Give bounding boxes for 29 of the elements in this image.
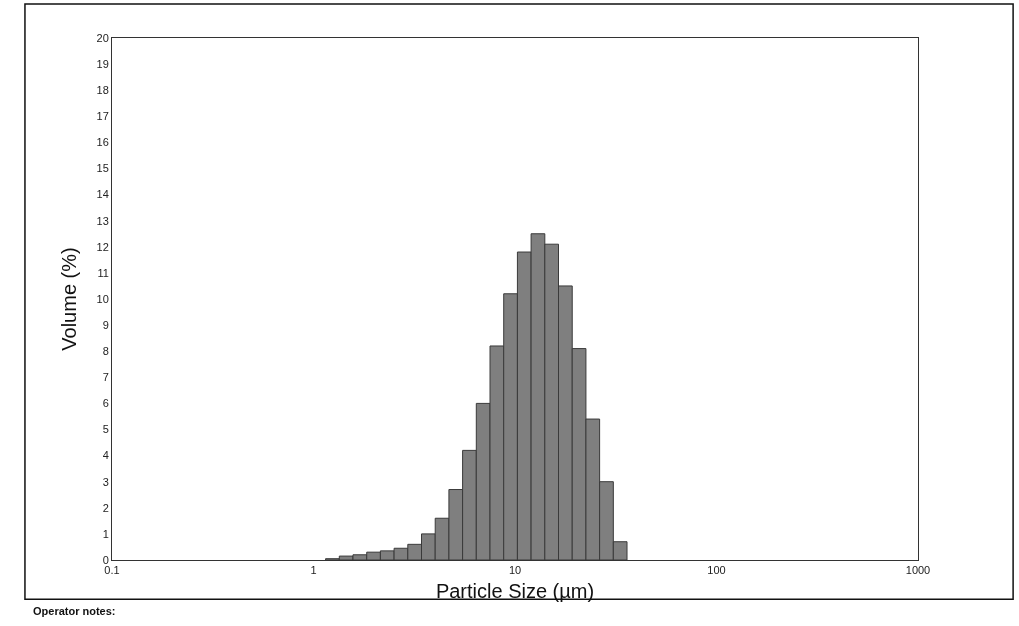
y-tick-label: 12 xyxy=(96,240,109,253)
y-tick-label: 14 xyxy=(96,188,109,201)
y-tick-label: 13 xyxy=(96,214,109,227)
y-tick-label: 20 xyxy=(96,31,109,44)
y-tick-label: 10 xyxy=(96,292,109,305)
x-tick-label: 10 xyxy=(508,564,522,577)
text: Operator notes: xyxy=(33,605,116,617)
y-tick-label: 17 xyxy=(96,110,109,123)
y-tick-label: 2 xyxy=(102,501,109,514)
x-tick-label: 1000 xyxy=(905,564,931,577)
y-tick-label: 19 xyxy=(96,57,109,70)
y-tick-label: 8 xyxy=(102,345,109,358)
x-tick-label: 100 xyxy=(707,564,726,577)
y-tick-label: 7 xyxy=(102,371,109,384)
y-tick-label: 9 xyxy=(102,318,109,331)
y-tick-label: 6 xyxy=(102,397,109,410)
y-tick-label: 18 xyxy=(96,84,109,97)
x-axis-title: Particle Size (µm) xyxy=(435,579,595,602)
y-tick-label: 4 xyxy=(102,449,109,462)
y-tick-label: 1 xyxy=(102,527,109,540)
y-tick-label: 15 xyxy=(96,162,109,175)
y-tick-label: 3 xyxy=(102,475,109,488)
y-tick-label: 5 xyxy=(102,423,109,436)
y-tick-label: 11 xyxy=(97,266,109,279)
y-tick-label: 0 xyxy=(102,553,109,566)
x-tick-label: 0.1 xyxy=(104,564,120,577)
y-axis-title: Volume (%) xyxy=(58,247,81,351)
y-tick-label: 16 xyxy=(96,136,109,149)
x-tick-label: 1 xyxy=(310,564,317,577)
